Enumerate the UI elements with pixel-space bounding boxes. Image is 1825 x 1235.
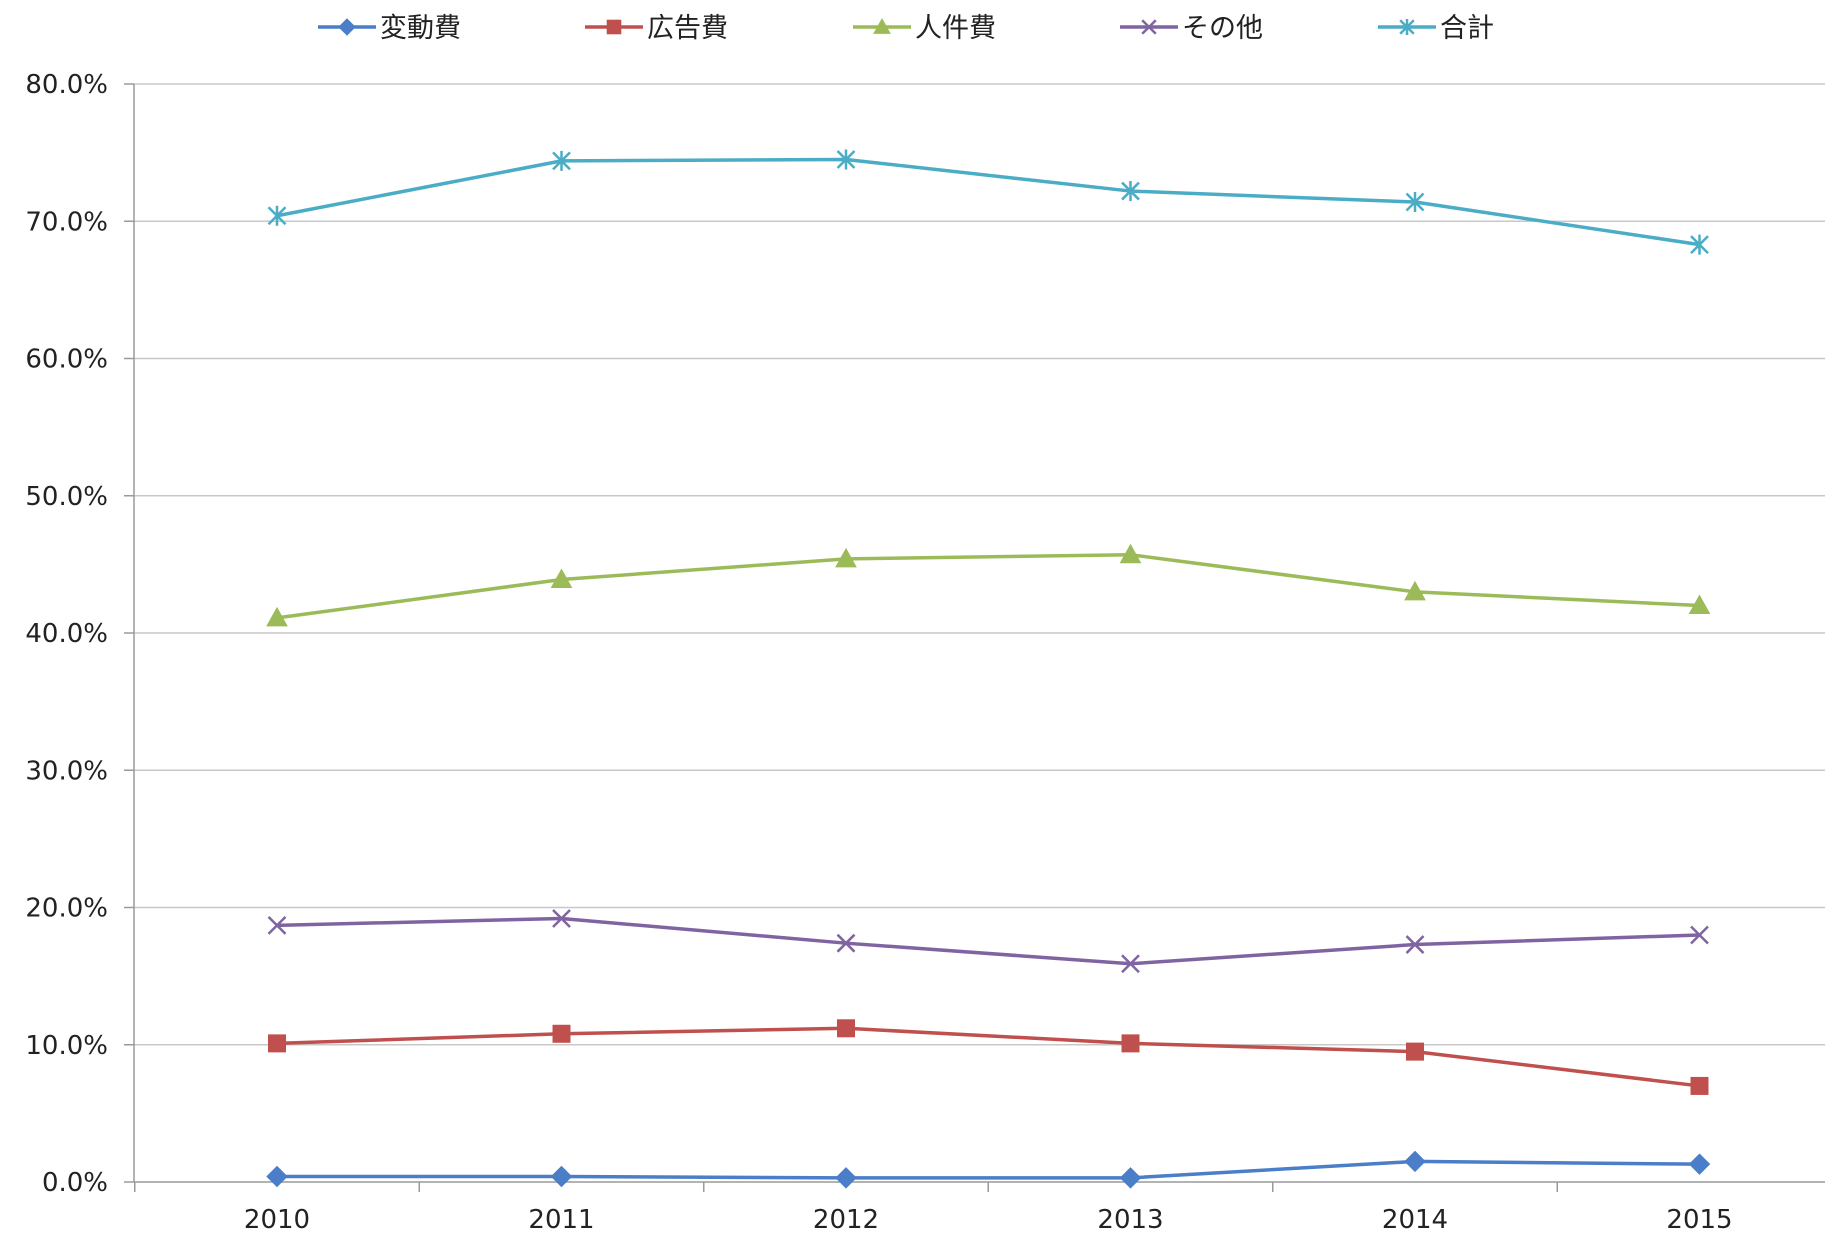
data-point (550, 1165, 573, 1188)
series-1 (266, 1150, 1711, 1189)
legend-marker (338, 18, 356, 36)
data-point (1121, 954, 1140, 974)
data-point (550, 568, 573, 588)
series-line (276, 1026, 1700, 1088)
legend-marker (873, 17, 891, 34)
data-point (1119, 1167, 1142, 1189)
y-tick-label: 30.0% (25, 756, 108, 786)
legend-marker (1141, 19, 1157, 35)
legend: 変動費 広告費 人件費 その他 合計 (318, 13, 1494, 44)
x-tick-label: 2015 (1666, 1205, 1732, 1235)
y-tick-label: 70.0% (25, 207, 108, 237)
series-5 (267, 149, 1709, 255)
x-tick-label: 2013 (1097, 1205, 1163, 1235)
legend-entry: 合計 (1378, 13, 1494, 44)
series-line (277, 1159, 1700, 1180)
legend-entry: 人件費 (853, 13, 996, 44)
series-2 (268, 1019, 1709, 1095)
series-lines (266, 149, 1711, 1189)
gridlines (134, 83, 1825, 1046)
legend-label: その他 (1182, 13, 1263, 44)
data-point (1405, 192, 1425, 213)
y-tick-label: 0.0% (42, 1168, 108, 1198)
x-tick-label: 2010 (244, 1205, 310, 1235)
data-point (836, 933, 856, 953)
data-point (1119, 543, 1142, 564)
data-point (1121, 1034, 1140, 1053)
y-tick-label: 80.0% (25, 70, 108, 100)
series-line (276, 916, 1700, 966)
data-point (266, 1165, 288, 1188)
legend-entry: 変動費 (318, 13, 461, 44)
data-point (266, 606, 288, 627)
data-point (1121, 181, 1140, 202)
series-line (276, 157, 1700, 247)
data-point (837, 1019, 855, 1038)
x-tick-label: 2012 (813, 1205, 879, 1235)
data-point (1690, 925, 1709, 945)
data-point (1690, 1076, 1709, 1095)
data-point (1406, 1042, 1424, 1061)
data-point (267, 205, 287, 226)
y-tick-label: 60.0% (25, 345, 108, 375)
data-point (835, 547, 857, 568)
y-tick-label: 40.0% (25, 619, 108, 649)
series-line (276, 553, 1700, 620)
x-tick-label: 2014 (1382, 1205, 1448, 1235)
y-tick-label: 50.0% (25, 482, 108, 512)
data-point (552, 150, 571, 171)
legend-marker (606, 19, 622, 35)
data-point (1690, 234, 1709, 255)
data-point (1404, 580, 1426, 601)
legend-marker (1399, 19, 1415, 35)
y-tick-label: 20.0% (25, 894, 108, 924)
series-4 (267, 909, 1709, 974)
data-point (1404, 1150, 1426, 1173)
series-3 (266, 543, 1711, 627)
legend-entry: その他 (1120, 13, 1263, 44)
data-point (552, 1024, 571, 1043)
y-tick-label: 10.0% (25, 1031, 108, 1061)
data-point (552, 909, 571, 928)
data-point (1688, 594, 1711, 615)
x-axis-tick-labels: 2010 2011 2012 2013 2014 2015 (244, 1205, 1733, 1235)
data-point (1405, 935, 1425, 954)
x-tick-label: 2011 (528, 1205, 594, 1235)
legend-entry: 広告費 (585, 13, 728, 44)
data-point (836, 149, 856, 170)
data-point (268, 1034, 286, 1053)
axes (124, 83, 1825, 1192)
y-axis-tick-labels: 0.0% 10.0% 20.0% 30.0% 40.0% 50.0% 60.0% 70.0% 8… (25, 70, 108, 1198)
legend-label: 人件費 (915, 13, 996, 44)
legend-label: 合計 (1440, 13, 1494, 44)
legend-label: 変動費 (380, 13, 461, 44)
data-point (835, 1167, 857, 1189)
legend-label: 広告費 (647, 13, 728, 44)
data-point (1688, 1153, 1711, 1175)
data-point (267, 915, 287, 935)
